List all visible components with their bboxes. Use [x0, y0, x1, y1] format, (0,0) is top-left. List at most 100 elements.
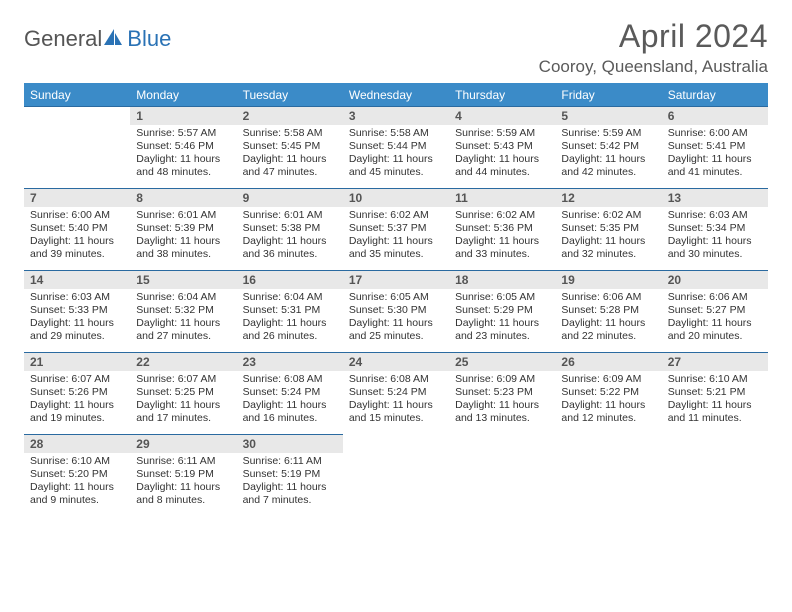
day-body: Sunrise: 6:10 AMSunset: 5:20 PMDaylight:…: [24, 453, 130, 512]
day-number: 13: [662, 189, 768, 207]
day-body: Sunrise: 6:02 AMSunset: 5:36 PMDaylight:…: [449, 207, 555, 266]
sunset-text: Sunset: 5:41 PM: [668, 140, 762, 153]
sunrise-text: Sunrise: 5:59 AM: [561, 127, 655, 140]
day-number: 19: [555, 271, 661, 289]
day-number: 16: [237, 271, 343, 289]
calendar-cell: 17Sunrise: 6:05 AMSunset: 5:30 PMDayligh…: [343, 271, 449, 353]
sunrise-text: Sunrise: 6:07 AM: [30, 373, 124, 386]
daylight-text: and 39 minutes.: [30, 248, 124, 261]
page-title: April 2024: [539, 18, 768, 55]
day-number: 7: [24, 189, 130, 207]
day-body: Sunrise: 6:04 AMSunset: 5:32 PMDaylight:…: [130, 289, 236, 348]
sunset-text: Sunset: 5:19 PM: [136, 468, 230, 481]
daylight-text: and 7 minutes.: [243, 494, 337, 507]
daylight-text: and 19 minutes.: [30, 412, 124, 425]
calendar-cell: [24, 107, 130, 189]
weekday-header: Sunday: [24, 84, 130, 107]
calendar-cell: 24Sunrise: 6:08 AMSunset: 5:24 PMDayligh…: [343, 353, 449, 435]
sail-icon: [102, 27, 124, 52]
sunrise-text: Sunrise: 5:58 AM: [349, 127, 443, 140]
weekday-header: Saturday: [662, 84, 768, 107]
day-number: 20: [662, 271, 768, 289]
sunrise-text: Sunrise: 6:11 AM: [243, 455, 337, 468]
day-body: Sunrise: 5:58 AMSunset: 5:45 PMDaylight:…: [237, 125, 343, 184]
calendar-cell: 12Sunrise: 6:02 AMSunset: 5:35 PMDayligh…: [555, 189, 661, 271]
day-number: 8: [130, 189, 236, 207]
sunrise-text: Sunrise: 6:03 AM: [668, 209, 762, 222]
sunset-text: Sunset: 5:34 PM: [668, 222, 762, 235]
sunset-text: Sunset: 5:20 PM: [30, 468, 124, 481]
daylight-text: Daylight: 11 hours: [561, 317, 655, 330]
calendar-cell: 9Sunrise: 6:01 AMSunset: 5:38 PMDaylight…: [237, 189, 343, 271]
daylight-text: and 20 minutes.: [668, 330, 762, 343]
sunrise-text: Sunrise: 6:10 AM: [668, 373, 762, 386]
weekday-header: Monday: [130, 84, 236, 107]
weekday-header: Wednesday: [343, 84, 449, 107]
day-body: Sunrise: 6:00 AMSunset: 5:41 PMDaylight:…: [662, 125, 768, 184]
day-number: 11: [449, 189, 555, 207]
daylight-text: and 48 minutes.: [136, 166, 230, 179]
day-body: Sunrise: 6:09 AMSunset: 5:23 PMDaylight:…: [449, 371, 555, 430]
calendar-table: Sunday Monday Tuesday Wednesday Thursday…: [24, 83, 768, 517]
sunset-text: Sunset: 5:35 PM: [561, 222, 655, 235]
calendar-cell: [343, 435, 449, 517]
day-body: Sunrise: 6:03 AMSunset: 5:33 PMDaylight:…: [24, 289, 130, 348]
sunrise-text: Sunrise: 6:10 AM: [30, 455, 124, 468]
calendar-cell: 18Sunrise: 6:05 AMSunset: 5:29 PMDayligh…: [449, 271, 555, 353]
calendar-cell: 5Sunrise: 5:59 AMSunset: 5:42 PMDaylight…: [555, 107, 661, 189]
day-body: Sunrise: 6:03 AMSunset: 5:34 PMDaylight:…: [662, 207, 768, 266]
day-number: 28: [24, 435, 130, 453]
daylight-text: Daylight: 11 hours: [243, 317, 337, 330]
day-body: Sunrise: 6:08 AMSunset: 5:24 PMDaylight:…: [343, 371, 449, 430]
daylight-text: and 36 minutes.: [243, 248, 337, 261]
day-body: Sunrise: 6:05 AMSunset: 5:29 PMDaylight:…: [449, 289, 555, 348]
sunrise-text: Sunrise: 6:05 AM: [349, 291, 443, 304]
day-number: 21: [24, 353, 130, 371]
day-number: 1: [130, 107, 236, 125]
daylight-text: and 12 minutes.: [561, 412, 655, 425]
sunrise-text: Sunrise: 6:02 AM: [455, 209, 549, 222]
day-body: Sunrise: 6:11 AMSunset: 5:19 PMDaylight:…: [130, 453, 236, 512]
day-number: 12: [555, 189, 661, 207]
calendar-page: General Blue April 2024 Cooroy, Queensla…: [0, 0, 792, 517]
daylight-text: and 22 minutes.: [561, 330, 655, 343]
day-number: 29: [130, 435, 236, 453]
calendar-cell: 15Sunrise: 6:04 AMSunset: 5:32 PMDayligh…: [130, 271, 236, 353]
calendar-row: 14Sunrise: 6:03 AMSunset: 5:33 PMDayligh…: [24, 271, 768, 353]
day-body: Sunrise: 6:00 AMSunset: 5:40 PMDaylight:…: [24, 207, 130, 266]
sunrise-text: Sunrise: 6:01 AM: [136, 209, 230, 222]
calendar-cell: 7Sunrise: 6:00 AMSunset: 5:40 PMDaylight…: [24, 189, 130, 271]
daylight-text: Daylight: 11 hours: [668, 317, 762, 330]
weekday-header: Friday: [555, 84, 661, 107]
day-body: Sunrise: 6:06 AMSunset: 5:27 PMDaylight:…: [662, 289, 768, 348]
daylight-text: and 42 minutes.: [561, 166, 655, 179]
calendar-cell: 13Sunrise: 6:03 AMSunset: 5:34 PMDayligh…: [662, 189, 768, 271]
calendar-row: 1Sunrise: 5:57 AMSunset: 5:46 PMDaylight…: [24, 107, 768, 189]
sunset-text: Sunset: 5:25 PM: [136, 386, 230, 399]
day-body: Sunrise: 6:07 AMSunset: 5:25 PMDaylight:…: [130, 371, 236, 430]
day-body: Sunrise: 6:02 AMSunset: 5:37 PMDaylight:…: [343, 207, 449, 266]
logo: General Blue: [24, 26, 171, 52]
day-body: Sunrise: 5:59 AMSunset: 5:43 PMDaylight:…: [449, 125, 555, 184]
daylight-text: and 45 minutes.: [349, 166, 443, 179]
sunset-text: Sunset: 5:23 PM: [455, 386, 549, 399]
daylight-text: Daylight: 11 hours: [455, 153, 549, 166]
calendar-cell: 25Sunrise: 6:09 AMSunset: 5:23 PMDayligh…: [449, 353, 555, 435]
calendar-cell: 22Sunrise: 6:07 AMSunset: 5:25 PMDayligh…: [130, 353, 236, 435]
day-number: 9: [237, 189, 343, 207]
sunrise-text: Sunrise: 6:04 AM: [243, 291, 337, 304]
daylight-text: and 44 minutes.: [455, 166, 549, 179]
day-body: Sunrise: 6:01 AMSunset: 5:38 PMDaylight:…: [237, 207, 343, 266]
daylight-text: Daylight: 11 hours: [30, 399, 124, 412]
sunset-text: Sunset: 5:33 PM: [30, 304, 124, 317]
calendar-cell: 20Sunrise: 6:06 AMSunset: 5:27 PMDayligh…: [662, 271, 768, 353]
daylight-text: Daylight: 11 hours: [136, 235, 230, 248]
daylight-text: and 13 minutes.: [455, 412, 549, 425]
sunset-text: Sunset: 5:37 PM: [349, 222, 443, 235]
sunrise-text: Sunrise: 5:58 AM: [243, 127, 337, 140]
sunrise-text: Sunrise: 6:09 AM: [561, 373, 655, 386]
calendar-cell: [449, 435, 555, 517]
daylight-text: Daylight: 11 hours: [349, 399, 443, 412]
day-body: Sunrise: 6:06 AMSunset: 5:28 PMDaylight:…: [555, 289, 661, 348]
sunset-text: Sunset: 5:36 PM: [455, 222, 549, 235]
